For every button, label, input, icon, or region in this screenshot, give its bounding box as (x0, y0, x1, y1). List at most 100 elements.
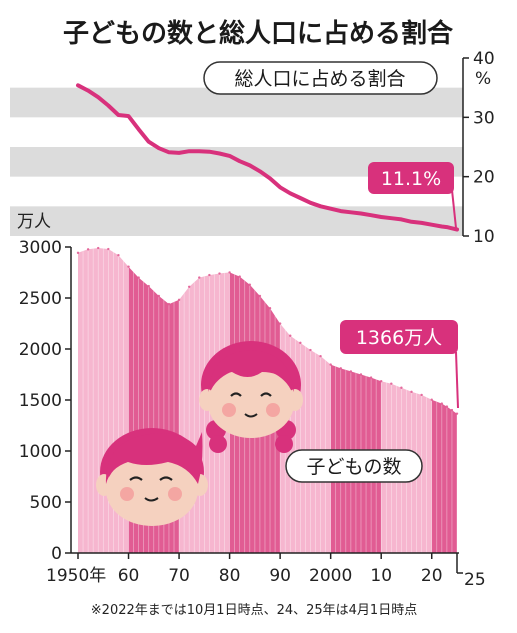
children-y-tick-label: 500 (30, 493, 62, 513)
x-tick-label: 1950年 (46, 566, 106, 586)
x-tick-label: 90 (269, 566, 291, 586)
children-point (198, 276, 201, 279)
ratio-point (228, 154, 232, 158)
ratio-point (86, 89, 90, 93)
children-point (76, 251, 80, 255)
ratio-line-chart: 10 20 30 40 % 総人口に占める割合 11.1% (10, 49, 495, 247)
children-point (97, 246, 100, 250)
ratio-point (126, 114, 131, 118)
ratio-y-tick-label: 10 (473, 227, 495, 247)
children-point (117, 253, 120, 257)
ratio-point (445, 225, 449, 229)
ratio-point (349, 210, 353, 214)
children-point (430, 398, 433, 401)
ratio-point (430, 223, 434, 227)
ratio-point (217, 151, 222, 156)
children-callout: 1366万人 (340, 320, 459, 409)
ratio-point (96, 95, 100, 99)
children-point (278, 322, 282, 325)
children-label-pill: 子どもの数 (285, 449, 423, 483)
children-point (258, 294, 262, 298)
children-y-tick-label: 2000 (19, 340, 62, 360)
x-tick-label: 10 (370, 566, 392, 586)
children-decade-band (431, 248, 457, 553)
children-point (319, 354, 322, 358)
ratio-point (308, 201, 313, 205)
ratio-y-tick-label: 20 (473, 168, 495, 188)
children-y-tick-label: 2500 (19, 289, 62, 309)
ratio-point (76, 83, 80, 87)
children-callout-text: 1366万人 (356, 327, 442, 349)
children-point (208, 273, 211, 277)
children-point (107, 247, 110, 251)
children-y-tick-label: 3000 (19, 238, 62, 258)
ratio-point (106, 103, 110, 108)
ratio-point (420, 221, 424, 225)
children-point (127, 265, 130, 268)
ratio-callout-text: 11.1% (381, 168, 441, 190)
children-point (400, 386, 403, 389)
ratio-points (76, 83, 459, 232)
ratio-point (329, 207, 333, 211)
children-point (309, 348, 312, 352)
ratio-point (207, 150, 211, 154)
children-y-ticks: 0 500 1000 1500 2000 2500 3000 (19, 238, 71, 564)
chart-title: 子どもの数と総人口に占める割合 (63, 18, 454, 49)
ratio-point (379, 215, 383, 219)
ratio-point (440, 224, 444, 229)
x-tick-label: 80 (219, 566, 241, 586)
children-label-text: 子どもの数 (306, 456, 401, 478)
children-point (167, 302, 171, 306)
ratio-point (409, 220, 414, 224)
x-tick-label: 20 (421, 566, 443, 586)
footnote: ※2022年までは10月1日時点、24、25年は4月1日時点 (91, 603, 417, 618)
ratio-point (455, 227, 459, 232)
ratio-point (197, 149, 201, 153)
x-tick-label: 25 (464, 570, 486, 590)
ratio-callout: 11.1% (368, 162, 457, 229)
children-y-tick-label: 1000 (19, 442, 62, 462)
ratio-point (278, 185, 282, 189)
children-point (147, 284, 150, 288)
children-point (177, 298, 181, 302)
ratio-y-tick-label: 30 (473, 108, 495, 128)
ratio-point (238, 159, 242, 163)
children-point (248, 283, 252, 286)
children-point (218, 272, 221, 275)
children-point (440, 402, 444, 405)
ratio-point (187, 149, 191, 153)
ratio-point (359, 211, 363, 216)
children-y-tick-label: 1500 (19, 391, 62, 411)
children-point (268, 307, 272, 310)
ratio-series-line (76, 83, 459, 232)
children-point (299, 341, 302, 345)
ratio-point (258, 169, 262, 173)
children-point (369, 376, 373, 379)
children-point (359, 373, 363, 376)
children-point (390, 382, 393, 385)
ratio-grid-band (10, 206, 463, 236)
girl-illustration (199, 341, 303, 453)
ratio-point (137, 127, 141, 131)
ratio-point (298, 196, 302, 200)
children-point (420, 393, 423, 397)
boy-illustration (96, 428, 208, 526)
children-unit-label: 万人 (17, 212, 51, 232)
ratio-point (339, 209, 343, 213)
ratio-y-tick-label: 40 (473, 49, 495, 69)
children-y-tick-label: 0 (51, 544, 62, 564)
ratio-point (369, 213, 373, 217)
ratio-label-text: 総人口に占める割合 (234, 68, 405, 90)
children-area-chart: 万人 0 500 1000 1500 2000 2500 3000 1950年 60 70 80 9… (17, 212, 486, 590)
ratio-point (389, 216, 393, 220)
x-tick-label: 2000 (309, 566, 352, 586)
ratio-unit-label: % (475, 69, 491, 89)
ratio-point (288, 191, 292, 195)
children-point (349, 370, 353, 373)
ratio-y-ticks: 10 20 30 40 (463, 49, 495, 247)
children-point (410, 390, 413, 394)
children-point (445, 405, 449, 408)
ratio-point (318, 204, 323, 208)
ratio-point (268, 176, 272, 181)
